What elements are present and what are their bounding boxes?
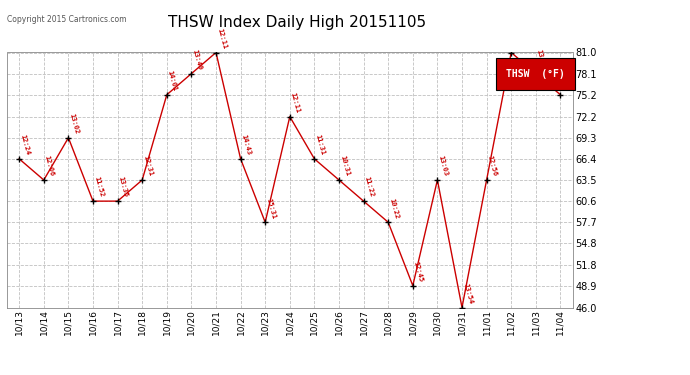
Text: THSW  (°F): THSW (°F) xyxy=(506,69,564,79)
Text: 13:03: 13:03 xyxy=(437,155,448,177)
Text: 10:22: 10:22 xyxy=(388,197,400,219)
Text: 12:45: 12:45 xyxy=(413,261,424,283)
Text: Copyright 2015 Cartronics.com: Copyright 2015 Cartronics.com xyxy=(7,15,126,24)
Text: 11:31: 11:31 xyxy=(315,134,326,156)
Text: 12:11: 12:11 xyxy=(216,27,227,50)
Text: 14:01: 14:01 xyxy=(167,70,178,92)
Text: 13:54: 13:54 xyxy=(462,282,473,304)
Text: 13:29: 13:29 xyxy=(536,49,547,71)
Text: 12:31: 12:31 xyxy=(142,155,153,177)
Text: 13:49: 13:49 xyxy=(191,49,203,71)
Text: 11:52: 11:52 xyxy=(93,176,104,198)
Text: THSW Index Daily High 20151105: THSW Index Daily High 20151105 xyxy=(168,15,426,30)
Text: 10:31: 10:31 xyxy=(339,155,351,177)
Text: 12:11: 12:11 xyxy=(290,92,301,114)
Text: 11:51: 11:51 xyxy=(560,70,572,92)
Text: 12:06: 12:06 xyxy=(43,155,55,177)
Text: 11:22: 11:22 xyxy=(364,176,375,198)
Text: 12:24: 12:24 xyxy=(19,134,30,156)
Text: 15:31: 15:31 xyxy=(265,197,277,219)
Text: 13:35: 13:35 xyxy=(117,176,129,198)
Text: 14:43: 14:43 xyxy=(241,134,252,156)
Text: 13:02: 13:02 xyxy=(68,113,80,135)
Text: 12:56: 12:56 xyxy=(486,155,498,177)
